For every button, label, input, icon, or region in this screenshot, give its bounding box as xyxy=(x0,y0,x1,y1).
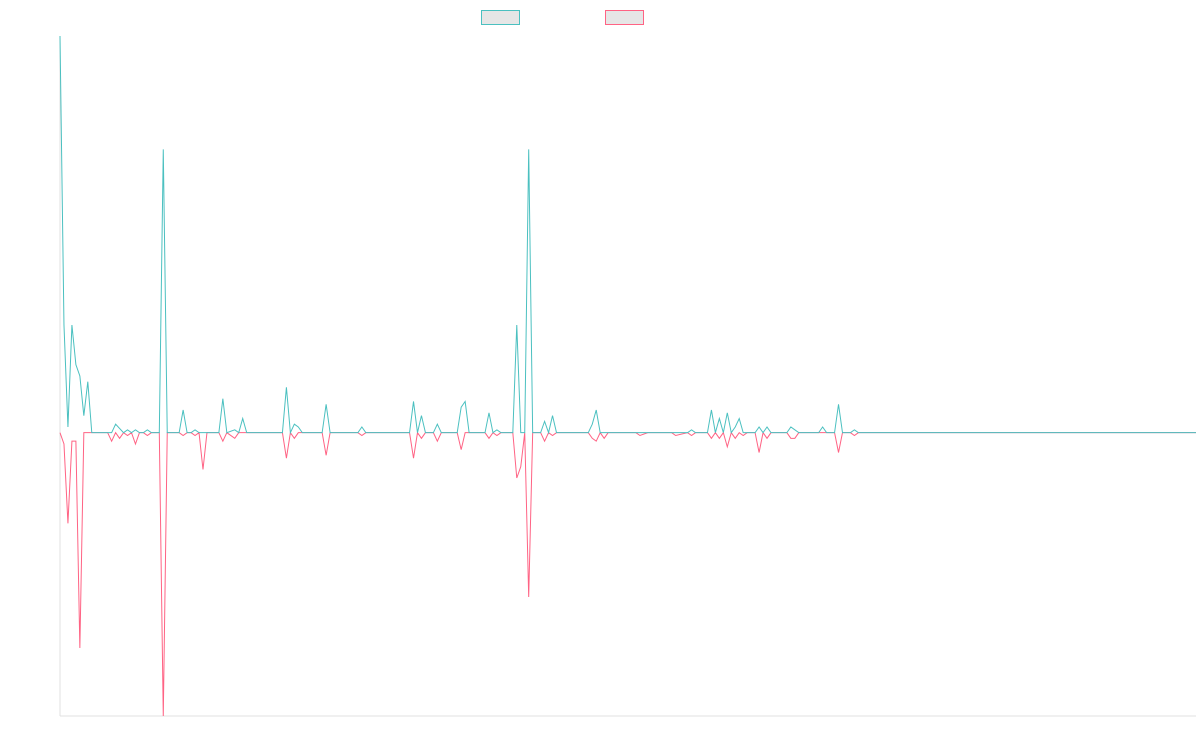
chart-axes xyxy=(59,36,1196,717)
series-line-1[interactable] xyxy=(59,35,1196,435)
legend-swatch-series-1[interactable] xyxy=(481,10,520,25)
chart-series-layer xyxy=(59,35,1196,717)
legend-swatch-series-2[interactable] xyxy=(605,10,644,25)
series-line-2[interactable] xyxy=(59,431,1196,717)
